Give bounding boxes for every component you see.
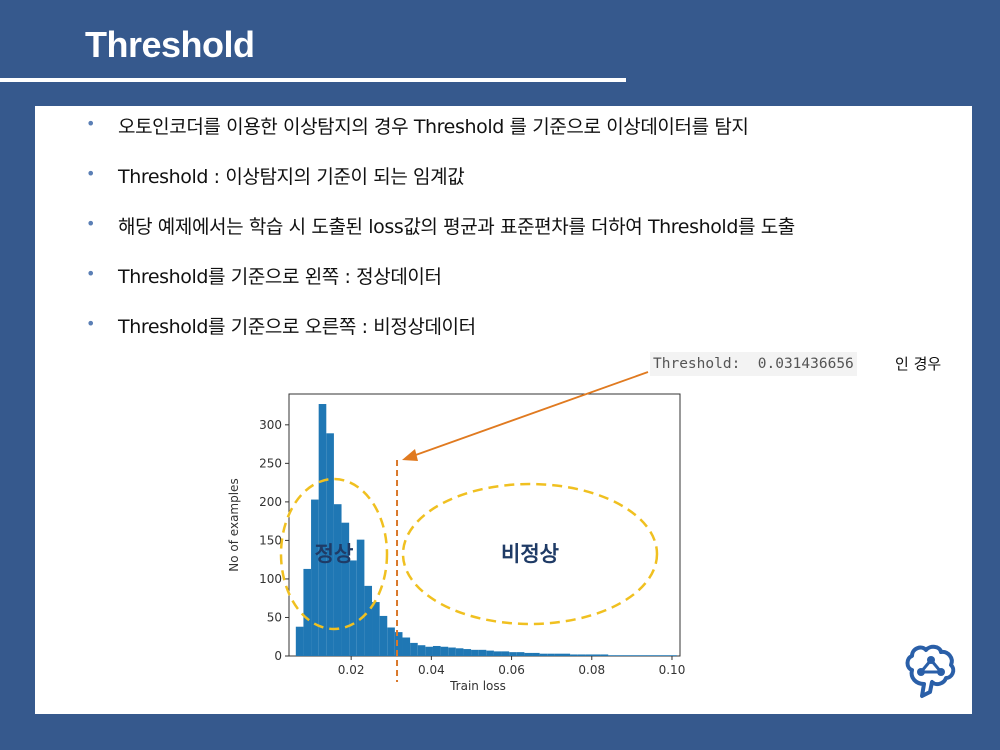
bullet-dot-icon: • xyxy=(86,264,96,283)
histogram-bar xyxy=(311,499,319,656)
bullet-dot-icon: • xyxy=(86,314,96,333)
histogram-bar xyxy=(592,654,601,656)
histogram-bar xyxy=(532,652,540,656)
brain-network-logo-icon xyxy=(905,644,956,698)
histogram-bar xyxy=(501,651,510,656)
histogram-bar xyxy=(493,651,502,656)
bullet-text: Threshold를 기준으로 왼쪽 : 정상데이터 xyxy=(118,266,442,288)
histogram-bar xyxy=(333,504,342,656)
histogram-bar xyxy=(440,646,449,656)
histogram-bar xyxy=(653,655,662,656)
x-axis-ticks: 0.02 0.04 0.06 0.08 0.10 xyxy=(338,656,686,677)
bullet-list: • 오토인코더를 이용한 이상탐지의 경우 Threshold 를 기준으로 이상… xyxy=(50,112,795,362)
histogram-bar xyxy=(524,652,533,656)
histogram-bar xyxy=(303,568,312,656)
bullet-dot-icon: • xyxy=(86,114,96,133)
x-tick-label: 0.04 xyxy=(418,663,445,677)
arrow-head-icon xyxy=(402,449,418,461)
histogram-bar xyxy=(615,655,624,656)
histogram-bar xyxy=(661,655,670,656)
histogram-bar xyxy=(402,637,411,656)
histogram-bar xyxy=(372,602,380,656)
histogram-bar xyxy=(326,433,334,656)
histogram-bar xyxy=(638,655,647,656)
histogram-bar xyxy=(554,653,563,656)
histogram-bar xyxy=(570,654,578,656)
y-tick-label: 0 xyxy=(274,649,282,663)
histogram-bar xyxy=(448,647,456,656)
bullet-text: Threshold : 이상탐지의 기준이 되는 임계값 xyxy=(118,166,465,188)
normal-region-ellipse xyxy=(279,477,389,631)
y-axis-ticks: 0 50 100 150 200 250 300 xyxy=(259,418,289,663)
histogram-bar xyxy=(669,655,677,656)
histogram-bar xyxy=(600,654,609,656)
bullet-dot-icon: • xyxy=(86,214,96,233)
bullet-item: • Threshold : 이상탐지의 기준이 되는 임계값 xyxy=(50,162,465,212)
histogram-bar xyxy=(356,539,365,656)
histogram-bar xyxy=(486,650,494,656)
histogram-bar xyxy=(562,653,571,656)
bullet-text: 해당 예제에서는 학습 시 도출된 loss값의 평균과 표준편차를 더하여 T… xyxy=(118,216,795,238)
content-panel xyxy=(35,106,972,714)
histogram-bar xyxy=(432,645,441,656)
histogram-bar xyxy=(425,646,433,656)
histogram-bar xyxy=(379,615,388,656)
histogram-bar xyxy=(516,652,525,656)
threshold-arrow xyxy=(409,371,649,458)
histogram-bar xyxy=(646,655,654,656)
bullet-dot-icon: • xyxy=(86,164,96,183)
histogram-bar xyxy=(364,585,373,656)
x-tick-label: 0.10 xyxy=(659,663,686,677)
histogram-bar xyxy=(478,649,487,656)
y-tick-label: 150 xyxy=(259,533,282,547)
histogram-bar xyxy=(410,642,418,656)
x-axis-label: Train loss xyxy=(449,679,506,693)
histogram-bar xyxy=(417,645,426,656)
threshold-code-snippet: Threshold: 0.031436656 xyxy=(650,352,857,376)
normal-region-label: 정상 xyxy=(315,542,354,566)
x-tick-label: 0.02 xyxy=(338,663,365,677)
histogram-bar xyxy=(577,654,586,656)
histogram-bar xyxy=(394,632,403,656)
histogram-bar xyxy=(547,653,555,656)
histogram-bar xyxy=(585,654,593,656)
histogram-bar xyxy=(455,648,464,656)
histogram-bar xyxy=(387,627,395,656)
abnormal-region-ellipse xyxy=(401,482,659,626)
threshold-suffix-text: 인 경우 xyxy=(895,355,942,373)
histogram-bar xyxy=(509,652,517,656)
histogram-bar xyxy=(471,649,479,656)
bullet-item: • Threshold를 기준으로 오른쪽 : 비정상데이터 xyxy=(50,312,476,362)
histogram-bar xyxy=(463,649,472,656)
y-tick-label: 200 xyxy=(259,495,282,509)
y-tick-label: 300 xyxy=(259,418,282,432)
y-axis-label: No of examples xyxy=(227,478,241,571)
histogram-bar xyxy=(341,522,350,656)
bullet-text: Threshold를 기준으로 오른쪽 : 비정상데이터 xyxy=(118,316,476,338)
y-tick-label: 100 xyxy=(259,572,282,586)
y-tick-label: 50 xyxy=(267,610,282,624)
histogram-bar xyxy=(349,560,357,656)
histogram-bar xyxy=(295,626,304,656)
bullet-item: • 해당 예제에서는 학습 시 도출된 loss값의 평균과 표준편차를 더하여 … xyxy=(50,212,795,262)
histogram-bar xyxy=(539,653,548,656)
bullet-item: • 오토인코더를 이용한 이상탐지의 경우 Threshold 를 기준으로 이상… xyxy=(50,112,749,162)
y-tick-label: 250 xyxy=(259,456,282,470)
x-tick-label: 0.06 xyxy=(498,663,525,677)
abnormal-region-label: 비정상 xyxy=(501,542,559,566)
x-tick-label: 0.08 xyxy=(578,663,605,677)
bullet-text: 오토인코더를 이용한 이상탐지의 경우 Threshold 를 기준으로 이상데… xyxy=(118,116,749,138)
histogram-bar xyxy=(623,655,632,656)
histogram-bars xyxy=(295,404,677,656)
histogram-bar xyxy=(631,655,639,656)
title-underline xyxy=(0,78,626,82)
bullet-item: • Threshold를 기준으로 왼쪽 : 정상데이터 xyxy=(50,262,442,312)
slide-title: Threshold xyxy=(85,24,255,65)
histogram-bar xyxy=(318,404,327,656)
histogram-bar xyxy=(608,655,616,656)
